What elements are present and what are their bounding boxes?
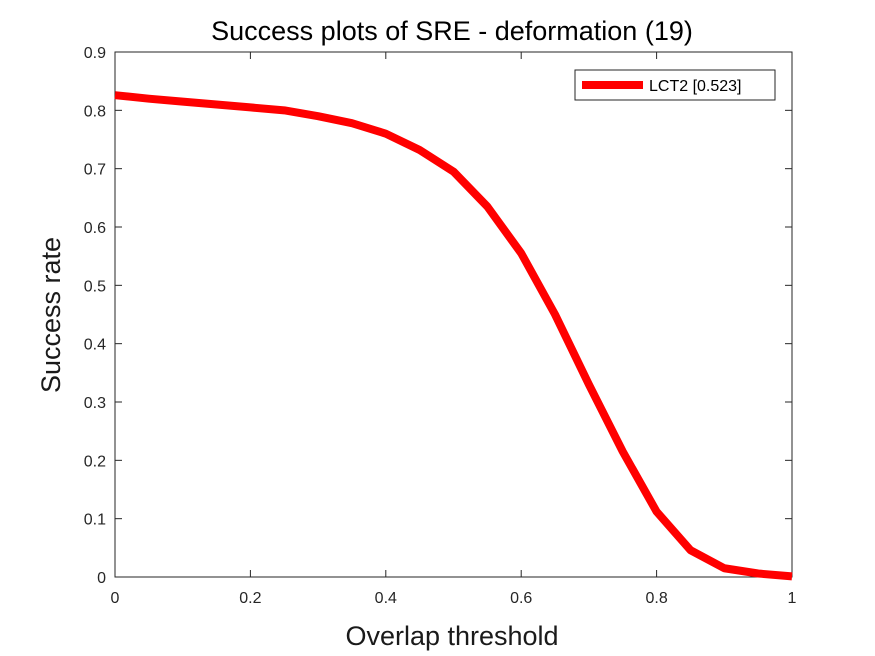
y-tick-label: 0.9	[84, 45, 106, 62]
y-tick-label: 0.7	[84, 162, 106, 179]
series-lines	[114, 91, 793, 581]
y-tick-label: 0	[97, 570, 106, 587]
x-tick-label: 0.2	[239, 590, 261, 607]
x-tick-label: 0.4	[375, 590, 397, 607]
y-tick-label: 0.3	[84, 395, 106, 412]
axis-ticks: 0 0.2 0.4 0.6 0.8 1 0 0.1 0.2 0.3 0.4 0.5 0.6 0.7 0.8 0…	[84, 45, 797, 607]
legend-label: LCT2 [0.523]	[649, 78, 742, 95]
y-tick-label: 0.4	[84, 337, 106, 354]
series-line	[114, 91, 793, 581]
x-tick-label: 0.8	[645, 590, 667, 607]
x-tick-label: 1	[788, 590, 797, 607]
x-tick-label: 0	[111, 590, 120, 607]
y-tick-label: 0.6	[84, 220, 106, 237]
x-axis-label: Overlap threshold	[345, 621, 558, 651]
y-tick-label: 0.8	[84, 103, 106, 120]
x-tick-label: 0.6	[510, 590, 532, 607]
y-tick-label: 0.2	[84, 453, 106, 470]
plot-area	[114, 51, 793, 578]
chart-title: Success plots of SRE - deformation (19)	[211, 16, 693, 46]
y-axis-label: Success rate	[36, 237, 66, 393]
legend: LCT2 [0.523]	[574, 69, 776, 101]
y-tick-label: 0.5	[84, 278, 106, 295]
y-tick-label: 0.1	[84, 512, 106, 529]
